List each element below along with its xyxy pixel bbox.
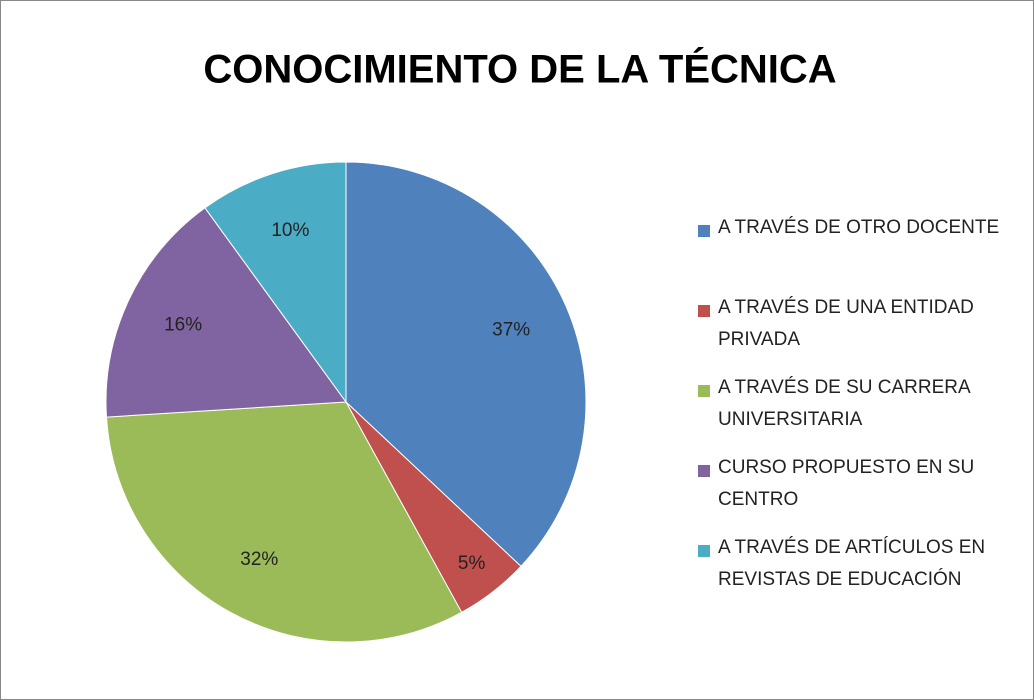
legend-label: A TRAVÉS DE ARTÍCULOS EN REVISTAS DE EDU… [718,537,986,590]
data-label: 10% [271,220,309,241]
data-label: 16% [164,314,202,335]
chart-title: CONOCIMIENTO DE LA TÉCNICA [203,47,836,92]
data-label: 32% [240,549,278,570]
pie-slice [105,401,463,643]
legend-label: CURSO PROPUESTO EN SU CENTRO [718,457,975,510]
legend-swatch [698,385,710,397]
legend-item: A TRAVÉS DE OTRO DOCENTE [698,217,1028,244]
legend-item: A TRAVÉS DE SU CARRERA UNIVERSITARIA [698,377,1028,436]
legend-item: A TRAVÉS DE UNA ENTIDAD PRIVADA [698,297,1028,356]
legend-label: A TRAVÉS DE UNA ENTIDAD PRIVADA [718,297,974,350]
pie-slice [105,207,347,418]
legend-item: A TRAVÉS DE ARTÍCULOS EN REVISTAS DE EDU… [698,537,1028,596]
legend-swatch [698,545,710,557]
legend-swatch [698,225,710,237]
pie-slice [204,161,347,404]
legend-swatch [698,465,710,477]
legend-label: A TRAVÉS DE OTRO DOCENTE [718,217,1000,238]
legend-swatch [698,305,710,317]
legend-label: A TRAVÉS DE SU CARRERA UNIVERSITARIA [718,377,970,430]
pie-slice [345,161,587,567]
legend-item: CURSO PROPUESTO EN SU CENTRO [698,457,1028,516]
data-label: 5% [458,553,486,574]
data-label: 37% [492,320,530,341]
